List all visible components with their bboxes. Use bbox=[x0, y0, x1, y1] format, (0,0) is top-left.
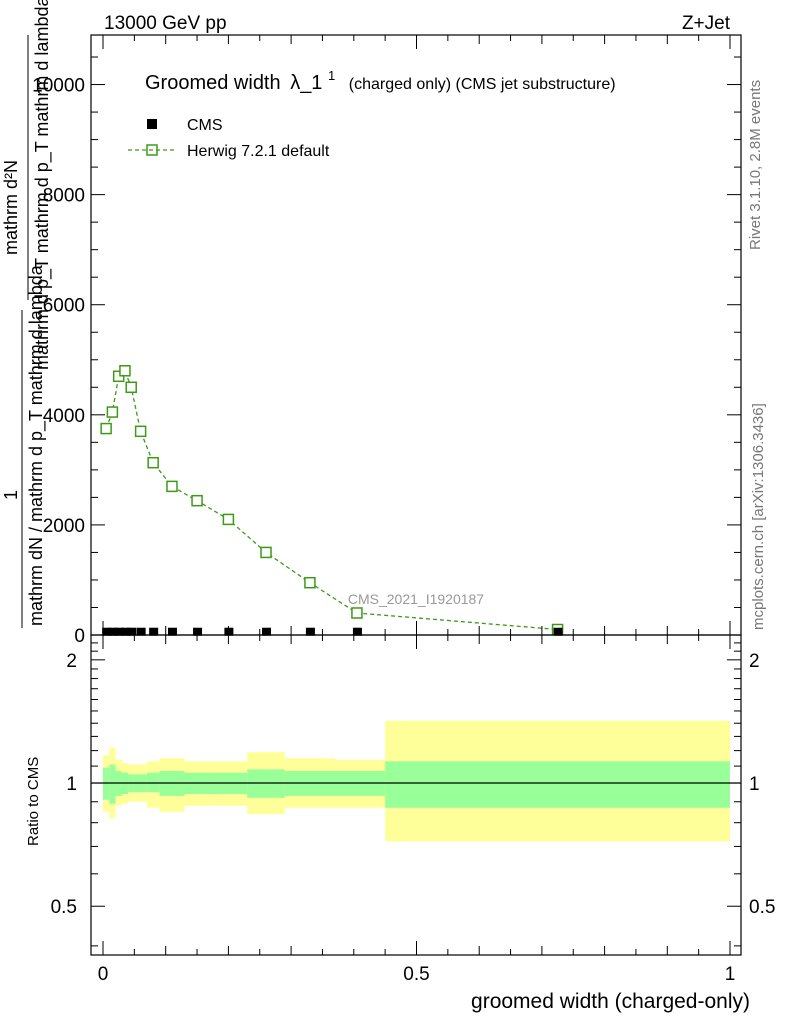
main-plot-panel: 0 2000 4000 6000 8000 10000 bbox=[32, 34, 742, 647]
legend-marker-cms bbox=[147, 119, 157, 129]
main-y-tick-label: 10000 bbox=[32, 76, 85, 97]
cms-data-point bbox=[120, 627, 130, 636]
ratio-plot-panel: 0.5 0.5 1 1 2 2 0 0.5 1 bbox=[51, 634, 775, 985]
ratio-y-tick-label-right: 1 bbox=[749, 774, 760, 795]
herwig-data-point bbox=[191, 494, 203, 507]
herwig-data-point bbox=[106, 406, 119, 418]
plot-title-symbol: λ_1 bbox=[290, 72, 322, 94]
header-process-label: 13000 GeV pp bbox=[104, 13, 227, 34]
y-label-prefactor-denominator: mathrm dN / mathrm d p_T mathrm d lambda bbox=[26, 264, 47, 626]
cms-data-point bbox=[108, 627, 118, 636]
herwig-data-point bbox=[304, 576, 316, 589]
herwig-data-point bbox=[134, 425, 147, 438]
x-tick-label: 0 bbox=[98, 964, 109, 985]
herwig-series-line bbox=[105, 369, 558, 631]
cms-data-point bbox=[305, 627, 315, 636]
ratio-inner-band bbox=[103, 767, 110, 800]
legend-label-cms: CMS bbox=[187, 117, 223, 134]
legend-label-herwig: Herwig 7.2.1 default bbox=[187, 143, 330, 160]
cms-data-point bbox=[193, 627, 203, 636]
main-y-axis-label: mathrm d²N mathrm d p_T mathrm d p_T mat… bbox=[1, 0, 53, 628]
legend-marker-herwig bbox=[146, 144, 158, 156]
ratio-y-tick-label: 2 bbox=[66, 651, 77, 672]
cms-data-point bbox=[136, 627, 146, 636]
cms-data-point bbox=[114, 627, 124, 636]
ratio-y-tick-label-right: 2 bbox=[749, 651, 760, 672]
plot-title-text: Groomed width bbox=[145, 72, 281, 94]
cms-data-point bbox=[102, 627, 112, 636]
plot-title: Groomed width λ_1 1 (charged only) (CMS … bbox=[145, 63, 616, 94]
y-label-denominator: mathrm d p_T mathrm d p_T mathrm d lambd… bbox=[32, 0, 53, 370]
main-y-tick-label: 8000 bbox=[43, 186, 85, 207]
ratio-inner-band bbox=[146, 772, 160, 793]
cms-data-point bbox=[553, 627, 563, 636]
header-analysis-label: Z+Jet bbox=[682, 13, 731, 34]
herwig-data-point bbox=[166, 480, 178, 493]
herwig-data-point bbox=[260, 546, 272, 559]
x-tick-label: 0.5 bbox=[403, 964, 429, 985]
cms-data-point bbox=[149, 627, 159, 636]
main-y-tick-label: 4000 bbox=[43, 406, 85, 427]
ratio-y-tick-label: 1 bbox=[66, 774, 77, 795]
ratio-y-tick-label-right: 0.5 bbox=[749, 897, 775, 918]
plot-title-suffix: (charged only) (CMS jet substructure) bbox=[349, 76, 616, 93]
rivet-version-label: Rivet 3.1.10, 2.8M events bbox=[747, 80, 764, 250]
cms-data-point bbox=[352, 627, 362, 636]
plot-title-superscript: 1 bbox=[328, 68, 335, 83]
y-label-prefactor: 1 bbox=[1, 490, 21, 500]
main-y-tick-label: 0 bbox=[74, 626, 85, 647]
x-tick-label: 1 bbox=[725, 964, 736, 985]
x-axis-label: groomed width (charged-only) bbox=[471, 990, 750, 1013]
legend: CMS Herwig 7.2.1 default bbox=[128, 117, 330, 160]
herwig-data-point bbox=[222, 513, 235, 526]
mcplots-credit-label: mcplots.cern.ch [arXiv:1306.3436] bbox=[750, 403, 767, 630]
ratio-inner-band bbox=[385, 761, 730, 808]
herwig-data-point bbox=[100, 422, 112, 435]
herwig-data-point bbox=[351, 607, 363, 619]
main-y-tick-label: 2000 bbox=[43, 516, 85, 537]
ratio-inner-band bbox=[109, 764, 116, 804]
cms-data-point bbox=[127, 627, 137, 636]
main-y-tick-label: 6000 bbox=[43, 296, 85, 317]
herwig-data-point bbox=[119, 365, 131, 377]
cms-data-point bbox=[167, 627, 177, 636]
herwig-data-point bbox=[125, 381, 137, 394]
cms-data-point bbox=[224, 627, 234, 636]
ratio-y-axis-label: Ratio to CMS bbox=[25, 757, 42, 846]
cms-data-point bbox=[262, 627, 272, 636]
analysis-watermark: CMS_2021_I1920187 bbox=[348, 591, 484, 607]
ratio-y-tick-label: 0.5 bbox=[51, 897, 77, 918]
y-label-numerator: mathrm d²N bbox=[1, 160, 21, 255]
herwig-data-point bbox=[147, 456, 159, 469]
